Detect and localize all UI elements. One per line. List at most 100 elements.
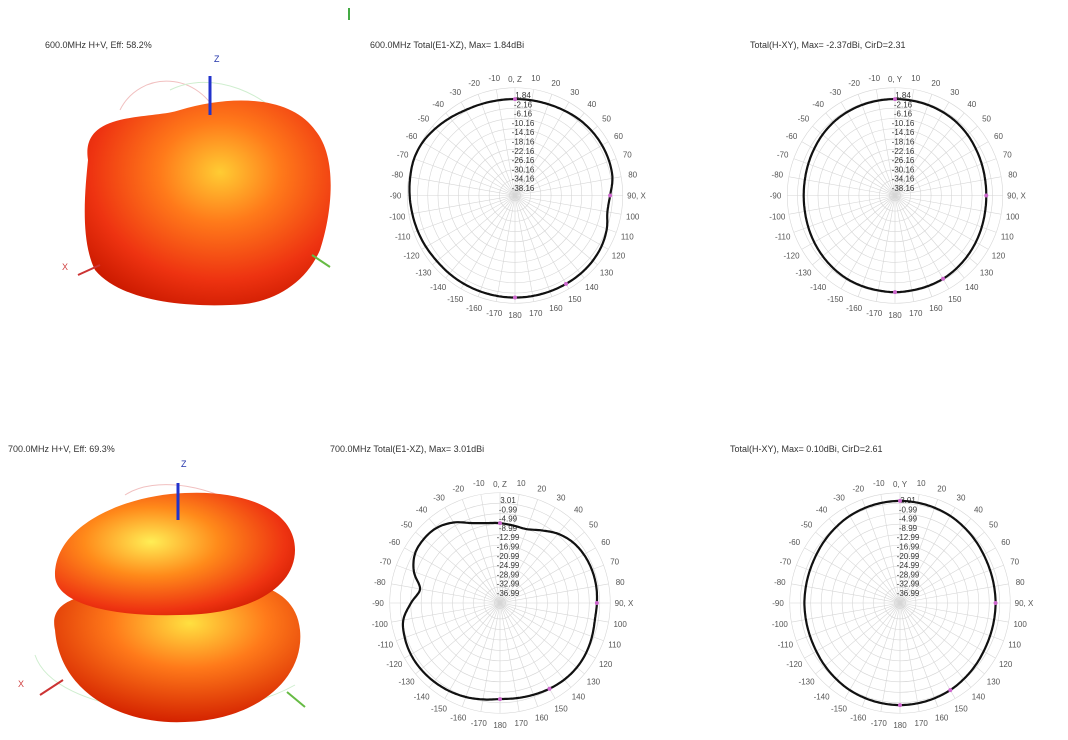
angle-tick-label: -40 [432,100,444,109]
data-marker [513,97,517,102]
grid-spoke [413,195,516,233]
radial-tick-label: -16.99 [897,543,920,552]
grid-spoke [894,176,1001,196]
radial-tick-label: -36.99 [897,589,920,598]
angle-tick-label: 60 [994,132,1003,141]
x-axis-label: X [62,262,68,272]
angle-tick-label: 80 [628,171,637,180]
angle-tick-label: 20 [931,79,940,88]
angle-tick-label: -70 [777,151,789,160]
angle-tick-label: 180 [508,311,522,320]
grid-spoke [880,494,901,604]
grid-spoke [499,602,585,674]
angle-ninety-label: 90, X [627,192,646,201]
radial-tick-label: -2.16 [894,100,913,109]
data-marker [893,290,897,295]
grid-spoke [499,602,556,699]
grid-spoke [812,126,896,196]
angle-tick-label: -150 [431,705,448,714]
grid-spoke [796,602,901,641]
angle-tick-label: -90 [772,599,784,608]
grid-spoke [421,141,516,196]
angle-tick-label: -140 [414,692,431,701]
angle-tick-label: -150 [827,295,844,304]
angle-tick-label: 150 [568,295,582,304]
grid-spoke [514,195,553,297]
grid-spoke [499,602,604,641]
angle-tick-label: 20 [937,484,946,493]
grid-spoke [899,547,996,604]
angle-tick-label: 30 [557,493,566,502]
angle-tick-label: -170 [871,719,888,728]
grid-spoke [899,507,956,604]
angle-tick-label: -20 [452,484,464,493]
angle-tick-label: -170 [471,719,488,728]
grid-spoke [894,195,989,250]
grid-spoke [514,102,570,196]
angle-tick-label: -170 [866,309,883,318]
3d-pattern-svg: Z X [18,459,306,723]
grid-spoke [801,195,896,250]
angle-tick-label: 30 [950,88,959,97]
grid-spoke [899,518,971,604]
angle-tick-label: -30 [833,493,845,502]
radial-tick-label: -12.99 [897,533,920,542]
grid-spoke [880,602,901,712]
angle-tick-label: -10 [868,74,880,83]
angle-tick-label: -170 [486,309,503,318]
grid-spoke [514,195,534,302]
right-polar: 10 20 30 40 50 60 70 80 100 110 120 130 140 150 160 170… [730,50,1060,325]
grid-spoke [899,565,1004,604]
data-marker [893,97,897,102]
angle-tick-label: -50 [798,115,810,124]
grid-spoke [514,195,621,215]
3d-pattern-svg: Z X [62,54,331,306]
grid-circle [389,492,611,714]
angle-tick-label: 160 [929,304,943,313]
grid-spoke [514,195,598,265]
grid-spoke [462,602,501,707]
grid-spoke [815,602,901,674]
grid-spoke [462,499,501,604]
angle-tick-label: 120 [599,660,613,669]
radial-tick-label: -10.16 [892,119,915,128]
angle-tick-label: -100 [769,212,786,221]
data-marker [898,498,902,503]
angle-tick-label: 100 [613,620,627,629]
angle-tick-label: 120 [992,251,1006,260]
radial-tick-label: -6.16 [514,110,533,119]
grid-spoke [460,195,516,289]
angle-tick-label: -10 [873,479,885,488]
angle-tick-label: 100 [1013,620,1027,629]
angle-tick-label: -120 [786,660,803,669]
angle-tick-label: 40 [574,506,583,515]
angle-tick-label: -120 [404,251,421,260]
radial-tick-label: -8.99 [899,524,918,533]
grid-spoke [409,195,516,215]
radial-tick-label: -24.99 [497,561,520,570]
grid-spoke [445,112,516,196]
grid-spoke [444,602,501,699]
angle-tick-label: 180 [893,721,907,730]
grid-spoke [876,89,896,196]
angle-tick-label: -80 [374,578,386,587]
angle-tick-label: -150 [447,295,464,304]
grid-spoke [514,112,585,196]
angle-tick-label: -50 [801,521,813,530]
angle-tick-label: -90 [390,192,402,201]
radial-tick-label: -22.16 [512,147,535,156]
grid-spoke [829,602,901,688]
grid-spoke [899,494,920,604]
angle-tick-label: -20 [852,484,864,493]
angle-tick-label: -150 [831,705,848,714]
grid-spoke [499,507,556,604]
radial-tick-label: -12.99 [497,533,520,542]
left-polar-title: 700.0MHz Total(E1-XZ), Max= 3.01dBi [330,444,485,454]
top-marker [348,8,350,20]
angle-tick-label: -110 [778,641,794,650]
data-marker [564,281,569,286]
grid-spoke [829,518,901,604]
grid-spoke [429,602,501,688]
